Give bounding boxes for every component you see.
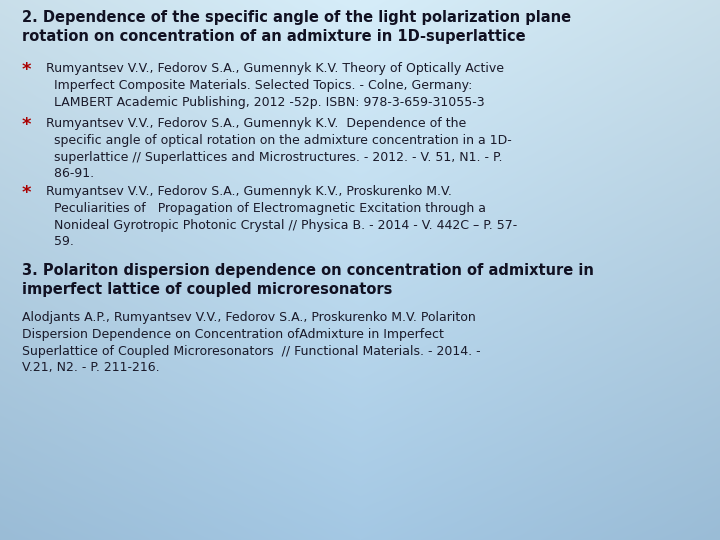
Text: 2. Dependence of the specific angle of the light polarization plane
rotation on : 2. Dependence of the specific angle of t… xyxy=(22,10,571,44)
Text: *: * xyxy=(22,116,32,134)
Text: *: * xyxy=(22,184,32,202)
Text: 3. Polariton dispersion dependence on concentration of admixture in
imperfect la: 3. Polariton dispersion dependence on co… xyxy=(22,263,594,297)
Text: Rumyantsev V.V., Fedorov S.A., Gumennyk K.V.  Dependence of the
  specific angle: Rumyantsev V.V., Fedorov S.A., Gumennyk … xyxy=(46,117,512,180)
Text: Alodjants A.P., Rumyantsev V.V., Fedorov S.A., Proskurenko M.V. Polariton
Disper: Alodjants A.P., Rumyantsev V.V., Fedorov… xyxy=(22,311,481,374)
Text: *: * xyxy=(22,61,32,79)
Text: Rumyantsev V.V., Fedorov S.A., Gumennyk K.V. Theory of Optically Active
  Imperf: Rumyantsev V.V., Fedorov S.A., Gumennyk … xyxy=(46,62,504,109)
Text: Rumyantsev V.V., Fedorov S.A., Gumennyk K.V., Proskurenko M.V.
  Peculiarities o: Rumyantsev V.V., Fedorov S.A., Gumennyk … xyxy=(46,185,517,248)
